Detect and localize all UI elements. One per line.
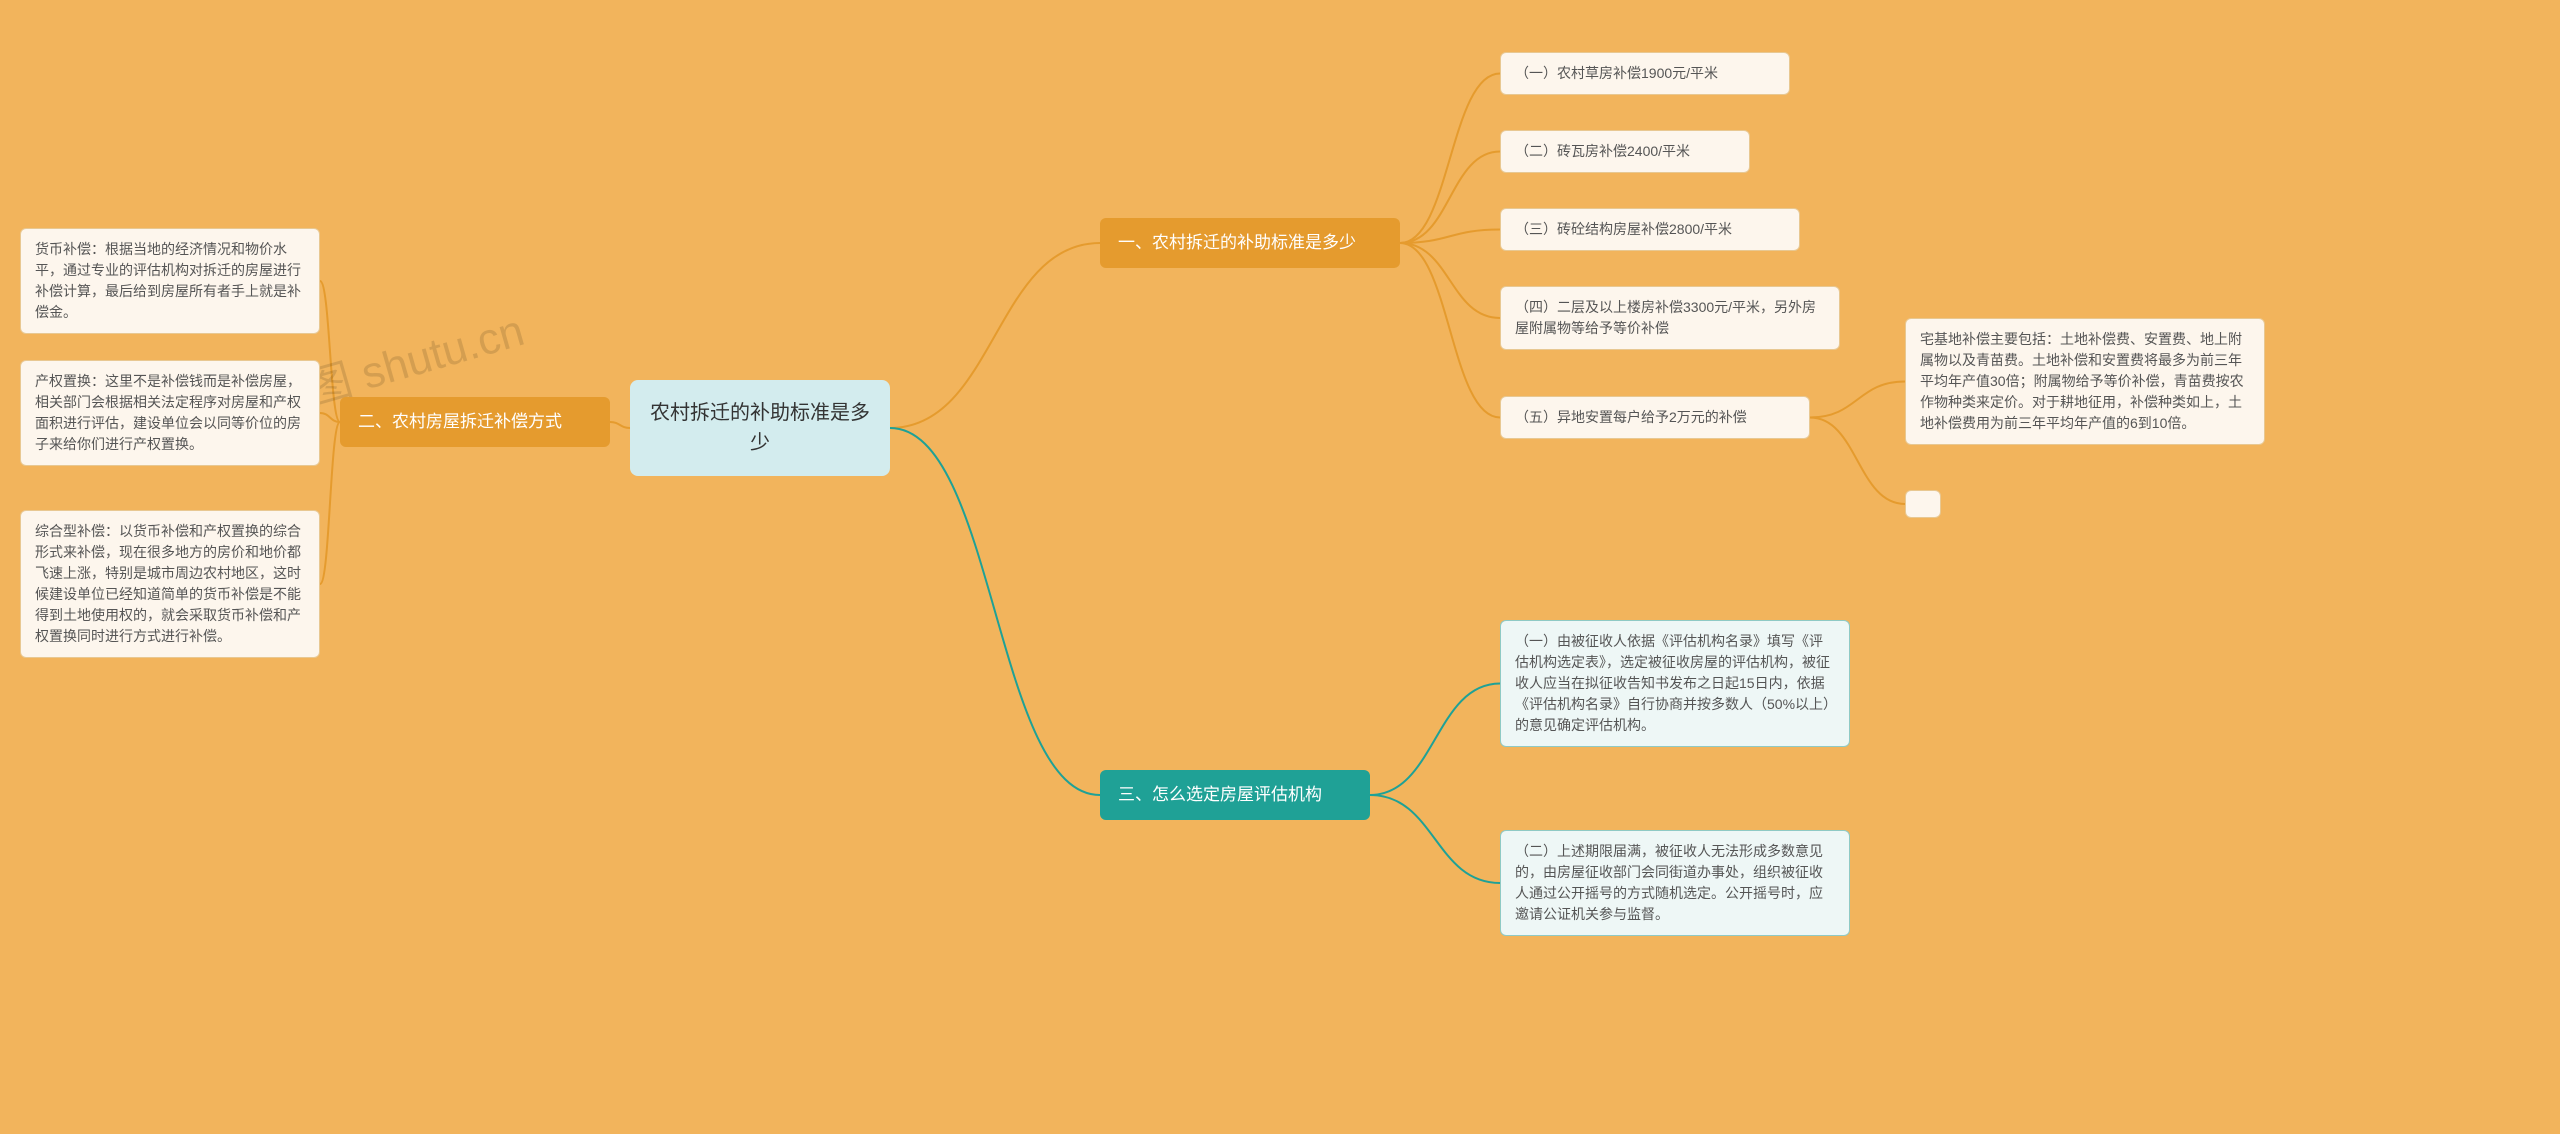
branch-3-leaf-2: （二）上述期限届满，被征收人无法形成多数意见的，由房屋征收部门会同街道办事处，组… [1500, 830, 1850, 936]
branch-3-leaf-1: （一）由被征收人依据《评估机构名录》填写《评估机构选定表》，选定被征收房屋的评估… [1500, 620, 1850, 747]
branch-3: 三、怎么选定房屋评估机构 [1100, 770, 1370, 820]
branch-2-leaf-3: 综合型补偿：以货币补偿和产权置换的综合形式来补偿，现在很多地方的房价和地价都飞速… [20, 510, 320, 658]
branch-1-leaf-5-sub-1: 宅基地补偿主要包括：土地补偿费、安置费、地上附属物以及青苗费。土地补偿和安置费将… [1905, 318, 2265, 445]
connectors-layer [0, 0, 2560, 1134]
branch-2: 二、农村房屋拆迁补偿方式 [340, 397, 610, 447]
branch-1-leaf-5-sub-2 [1905, 490, 1941, 518]
branch-1-leaf-5: （五）异地安置每户给予2万元的补偿 [1500, 396, 1810, 439]
root-node: 农村拆迁的补助标准是多少 [630, 380, 890, 476]
branch-1-leaf-1: （一）农村草房补偿1900元/平米 [1500, 52, 1790, 95]
branch-1-leaf-4: （四）二层及以上楼房补偿3300元/平米，另外房屋附属物等给予等价补偿 [1500, 286, 1840, 350]
branch-2-leaf-2: 产权置换：这里不是补偿钱而是补偿房屋，相关部门会根据相关法定程序对房屋和产权面积… [20, 360, 320, 466]
branch-1-leaf-2: （二）砖瓦房补偿2400/平米 [1500, 130, 1750, 173]
branch-2-leaf-1: 货币补偿：根据当地的经济情况和物价水平，通过专业的评估机构对拆迁的房屋进行补偿计… [20, 228, 320, 334]
branch-1-leaf-3: （三）砖砼结构房屋补偿2800/平米 [1500, 208, 1800, 251]
branch-1: 一、农村拆迁的补助标准是多少 [1100, 218, 1400, 268]
